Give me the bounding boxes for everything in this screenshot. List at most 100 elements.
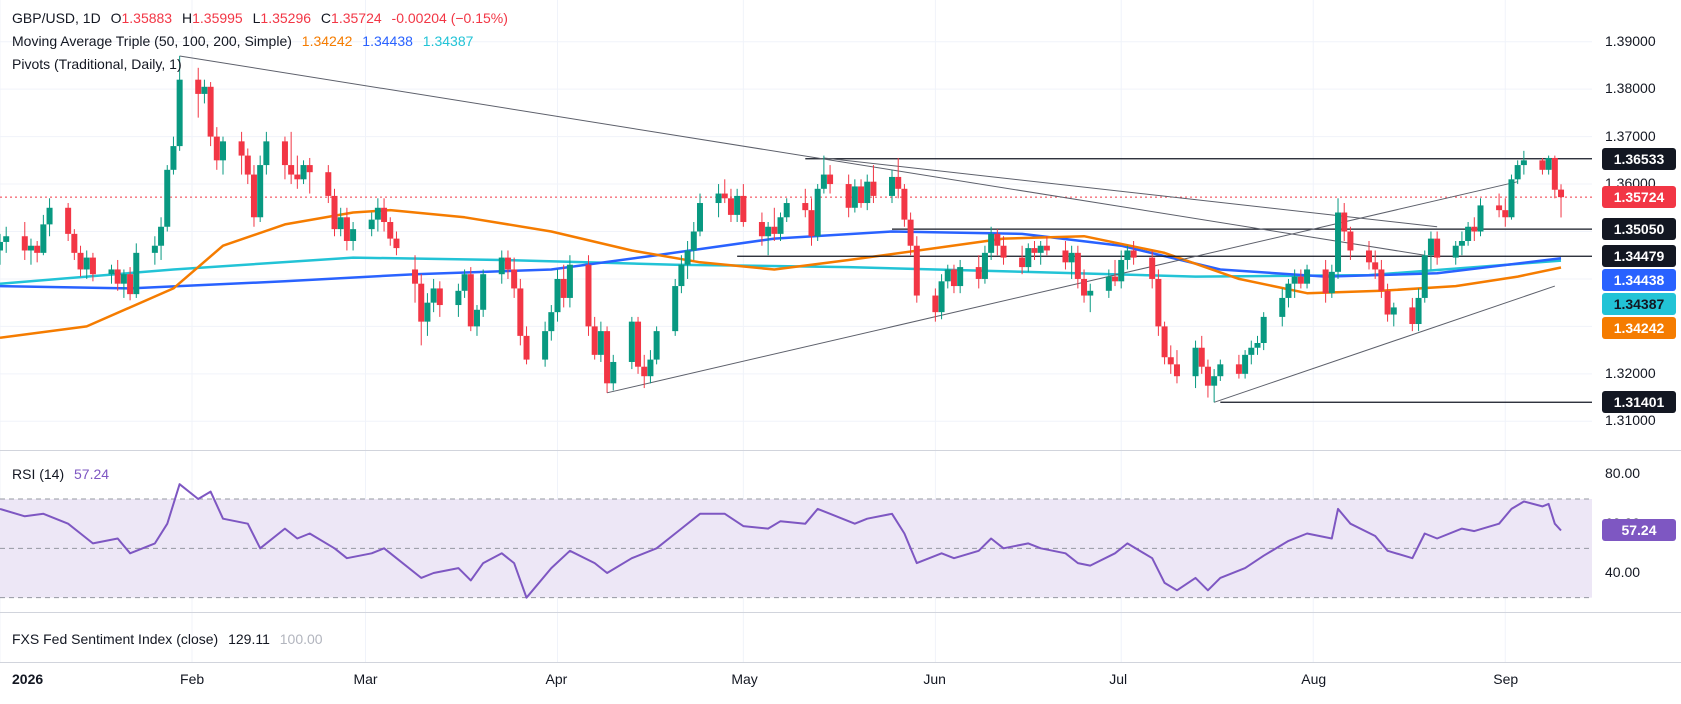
candle-body	[1508, 179, 1515, 218]
candle-body	[1341, 212, 1348, 232]
candle-body	[77, 252, 84, 270]
candle-body	[907, 219, 914, 246]
candle-body	[1465, 226, 1472, 241]
candle-body	[1427, 238, 1434, 256]
candle-body	[628, 321, 635, 362]
candle-body	[542, 331, 549, 360]
price-tick-label: 1.38000	[1605, 80, 1656, 97]
candle-body	[548, 312, 555, 332]
candle-body	[864, 181, 871, 204]
candle-body	[1130, 250, 1137, 258]
candle-body	[944, 269, 951, 282]
rsi-value-tag: 57.24	[1602, 519, 1676, 542]
price-tick-label: 1.39000	[1605, 32, 1656, 49]
time-axis-label: Aug	[1301, 671, 1327, 687]
candle-body	[1105, 276, 1112, 291]
candle-body	[114, 269, 121, 284]
candle-body	[672, 286, 679, 332]
rsi-legend: RSI (14) 57.24	[12, 466, 115, 482]
candle-body	[250, 174, 257, 218]
price-tag: 1.36533	[1602, 147, 1676, 170]
time-axis-separator	[0, 662, 1681, 663]
candle-body	[1161, 326, 1168, 358]
candle-body	[981, 252, 988, 279]
candle-body	[554, 278, 561, 313]
high-value: 1.35995	[192, 10, 243, 26]
candle-body	[127, 274, 134, 295]
price-tag: 1.34479	[1602, 245, 1676, 268]
candle-body	[473, 309, 480, 327]
low-label: L	[252, 10, 261, 26]
candle-body	[1496, 205, 1503, 211]
candle-body	[696, 203, 703, 232]
candle-body	[3, 236, 10, 242]
candle-body	[1000, 245, 1007, 258]
candle-body	[1149, 257, 1156, 279]
candle-body	[1254, 342, 1261, 348]
candle-body	[504, 257, 511, 270]
candle-body	[455, 290, 462, 306]
candle-body	[21, 236, 28, 251]
candle-body	[715, 193, 722, 204]
rsi-pane	[0, 483, 1592, 599]
candle-body	[306, 165, 313, 173]
candle-body	[1192, 347, 1199, 377]
candle-body	[827, 174, 834, 185]
ma200-value: 1.34387	[422, 33, 474, 49]
candle-body	[430, 288, 437, 303]
rsi-legend-label: RSI (14)	[12, 466, 65, 482]
candle-body	[34, 245, 41, 253]
candle-body	[771, 226, 778, 234]
candle-body	[560, 278, 567, 298]
low-value: 1.35296	[260, 10, 312, 26]
candle-body	[1322, 269, 1329, 294]
candle-body	[1384, 290, 1391, 315]
candle-body	[1037, 245, 1044, 253]
candle-body	[1477, 205, 1484, 232]
trend-line	[1213, 285, 1555, 403]
time-axis-label: Jul	[1109, 671, 1128, 687]
candle-body	[1304, 269, 1311, 284]
candle-body	[870, 181, 877, 196]
candle-body	[108, 269, 115, 275]
candle-body	[1372, 262, 1379, 270]
candle-body	[727, 198, 734, 215]
candle-body	[387, 222, 394, 239]
candle-body	[1043, 245, 1050, 251]
candle-body	[374, 207, 381, 220]
candle-body	[1260, 316, 1267, 343]
candle-body	[1235, 364, 1242, 374]
candle-body	[585, 264, 592, 327]
pivots-legend: Pivots (Traditional, Daily, 1)	[12, 56, 188, 72]
price-tag: 1.34242	[1602, 317, 1676, 340]
candle-body	[566, 264, 573, 298]
candle-body	[1242, 354, 1249, 374]
candle-body	[1434, 238, 1441, 258]
candle-body	[46, 207, 53, 225]
candle-body	[27, 245, 34, 251]
candle-body	[988, 233, 995, 253]
candle-body	[71, 233, 78, 253]
candle-body	[480, 274, 487, 310]
candle-body	[1390, 307, 1397, 315]
candle-body	[604, 331, 611, 384]
candle-body	[783, 203, 790, 218]
time-axis-label: May	[731, 671, 758, 687]
rsi-legend-value: 57.24	[74, 466, 110, 482]
candle-body	[1502, 210, 1509, 218]
candle-body	[684, 250, 691, 265]
candle-body	[820, 174, 827, 189]
candle-body	[523, 335, 530, 360]
price-tick-label: 1.32000	[1605, 364, 1656, 381]
candle-body	[975, 267, 982, 279]
candle-body	[653, 331, 660, 360]
time-axis-label: 2026	[12, 671, 44, 687]
candle-body	[337, 217, 344, 230]
candle-body	[412, 269, 419, 284]
candle-body	[647, 359, 654, 377]
candle-body	[133, 252, 140, 295]
candle-body	[901, 188, 908, 220]
candle-body	[1545, 157, 1552, 170]
candle-body	[40, 224, 47, 253]
